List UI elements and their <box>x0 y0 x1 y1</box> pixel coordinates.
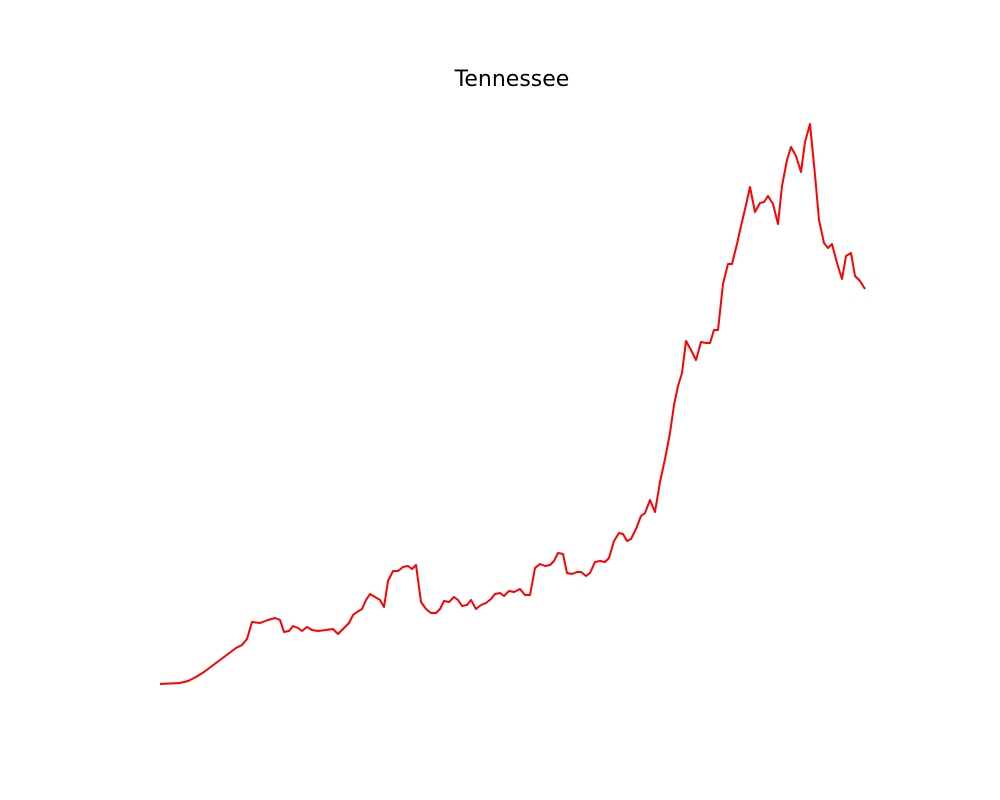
data-line <box>159 123 866 685</box>
chart-title: Tennessee <box>454 67 570 92</box>
